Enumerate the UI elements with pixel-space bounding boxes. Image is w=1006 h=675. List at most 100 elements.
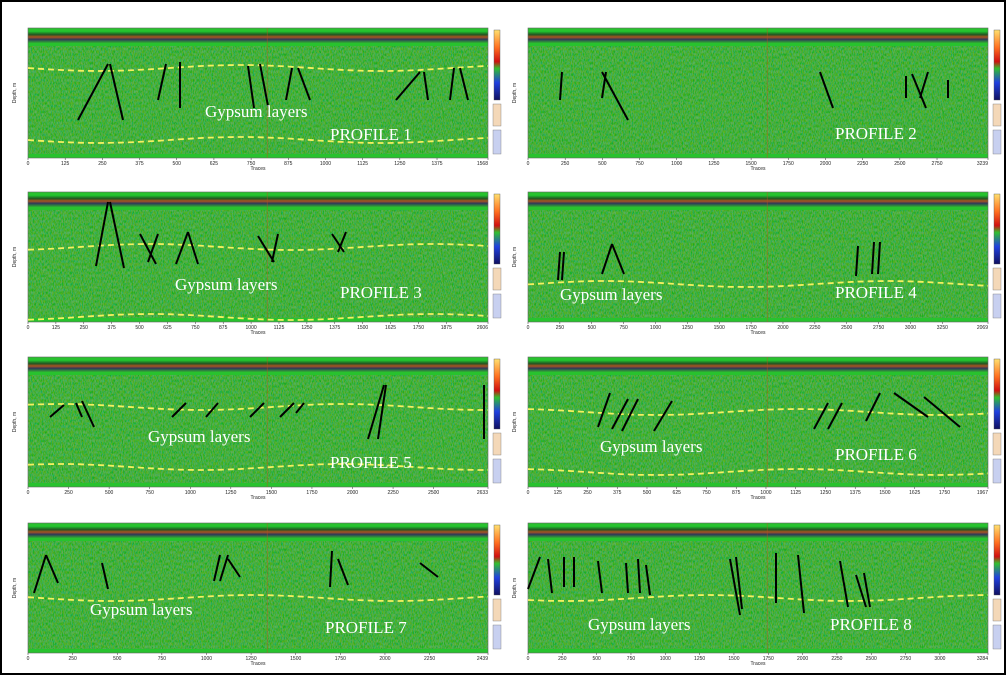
x-tick-label: 2500	[866, 656, 877, 662]
surface-band	[528, 31, 988, 43]
y-axis-label: Depth, m	[512, 83, 518, 103]
surface-band	[28, 31, 488, 43]
x-tick-label: 500	[173, 161, 182, 167]
x-tick-label: 1750	[413, 325, 424, 331]
x-tick-label: 0	[527, 325, 530, 331]
x-tick-label: 1250	[708, 161, 719, 167]
x-tick-label: 375	[135, 161, 144, 167]
x-tick-label: 1000	[660, 656, 671, 662]
colorbar	[494, 194, 500, 264]
side-icon	[993, 599, 1001, 621]
x-tick-label: 750	[619, 325, 628, 331]
x-tick-label: 250	[583, 490, 592, 496]
layer-label: Gypsum layers	[600, 437, 702, 456]
colorbar	[494, 30, 500, 100]
x-tick-label: 1375	[431, 161, 442, 167]
y-axis-label: Depth, m	[512, 412, 518, 432]
x-tick-label: 2000	[347, 490, 358, 496]
x-tick-label: 250	[64, 490, 73, 496]
x-tick-label: 1375	[850, 490, 861, 496]
x-tick-label: 0	[27, 656, 30, 662]
x-tick-label: 2000	[820, 161, 831, 167]
x-tick-label: 0	[527, 656, 530, 662]
x-axis-label: Traces	[750, 330, 766, 336]
x-tick-label: 1375	[329, 325, 340, 331]
x-tick-label: 0	[27, 325, 30, 331]
x-tick-label: 2606	[477, 325, 488, 331]
x-tick-label: 1125	[274, 325, 285, 331]
side-icon	[493, 599, 501, 621]
x-axis-label: Traces	[750, 661, 766, 667]
side-icon	[993, 294, 1001, 318]
x-tick-label: 3000	[934, 656, 945, 662]
x-tick-label: 1000	[201, 656, 212, 662]
side-icon	[493, 459, 501, 483]
x-tick-label: 1750	[783, 161, 794, 167]
x-tick-label: 1125	[790, 490, 801, 496]
side-icon	[493, 433, 501, 455]
x-axis-label: Traces	[250, 661, 266, 667]
x-tick-label: 250	[80, 325, 89, 331]
x-tick-label: 500	[105, 490, 114, 496]
side-icon	[493, 625, 501, 649]
profile-label: PROFILE 7	[325, 618, 407, 637]
x-tick-label: 1250	[394, 161, 405, 167]
x-tick-label: 3239	[977, 161, 988, 167]
colorbar	[494, 359, 500, 429]
x-tick-label: 0	[27, 161, 30, 167]
layer-label: Gypsum layers	[560, 285, 662, 304]
layer-label: Gypsum layers	[175, 275, 277, 294]
x-tick-label: 2250	[424, 656, 435, 662]
x-tick-label: 2000	[777, 325, 788, 331]
x-tick-label: 875	[284, 161, 293, 167]
x-tick-label: 1750	[306, 490, 317, 496]
y-axis-label: Depth, m	[12, 578, 18, 598]
y-axis-label: Depth, m	[12, 83, 18, 103]
x-tick-label: 0	[527, 161, 530, 167]
x-tick-label: 1000	[650, 325, 661, 331]
x-tick-label: 1500	[290, 656, 301, 662]
x-tick-label: 1000	[320, 161, 331, 167]
profile-label: PROFILE 4	[835, 283, 917, 302]
side-icon	[493, 104, 501, 126]
x-tick-label: 500	[588, 325, 597, 331]
x-tick-label: 750	[146, 490, 155, 496]
x-tick-label: 625	[163, 325, 172, 331]
x-tick-label: 1125	[357, 161, 368, 167]
x-tick-label: 0	[27, 490, 30, 496]
profile-label: PROFILE 2	[835, 124, 917, 143]
layer-label: Gypsum layers	[588, 615, 690, 634]
x-tick-label: 375	[613, 490, 622, 496]
x-tick-label: 1500	[266, 490, 277, 496]
layer-label: Gypsum layers	[90, 600, 192, 619]
x-tick-label: 250	[98, 161, 107, 167]
x-tick-label: 2250	[857, 161, 868, 167]
x-tick-label: 750	[191, 325, 200, 331]
x-axis-label: Traces	[250, 166, 266, 172]
y-axis-label: Depth, m	[512, 247, 518, 267]
x-tick-label: 2500	[428, 490, 439, 496]
x-tick-label: 1750	[335, 656, 346, 662]
x-tick-label: 2250	[809, 325, 820, 331]
profile-label: PROFILE 8	[830, 615, 912, 634]
x-tick-label: 2000	[379, 656, 390, 662]
x-tick-label: 2500	[894, 161, 905, 167]
figure: Depth, m01252503755006257508751000112512…	[0, 0, 1006, 675]
x-tick-label: 250	[68, 656, 77, 662]
x-tick-label: 750	[702, 490, 711, 496]
colorbar	[994, 30, 1000, 100]
x-tick-label: 500	[592, 656, 601, 662]
x-tick-label: 2250	[831, 656, 842, 662]
colorbar	[494, 525, 500, 595]
x-axis-label: Traces	[250, 495, 266, 501]
y-axis-label: Depth, m	[12, 247, 18, 267]
surface-band	[28, 526, 488, 538]
x-tick-label: 2750	[900, 656, 911, 662]
x-tick-label: 2633	[477, 490, 488, 496]
x-tick-label: 2500	[841, 325, 852, 331]
side-icon	[993, 130, 1001, 154]
y-axis-label: Depth, m	[512, 578, 518, 598]
x-tick-label: 3000	[905, 325, 916, 331]
